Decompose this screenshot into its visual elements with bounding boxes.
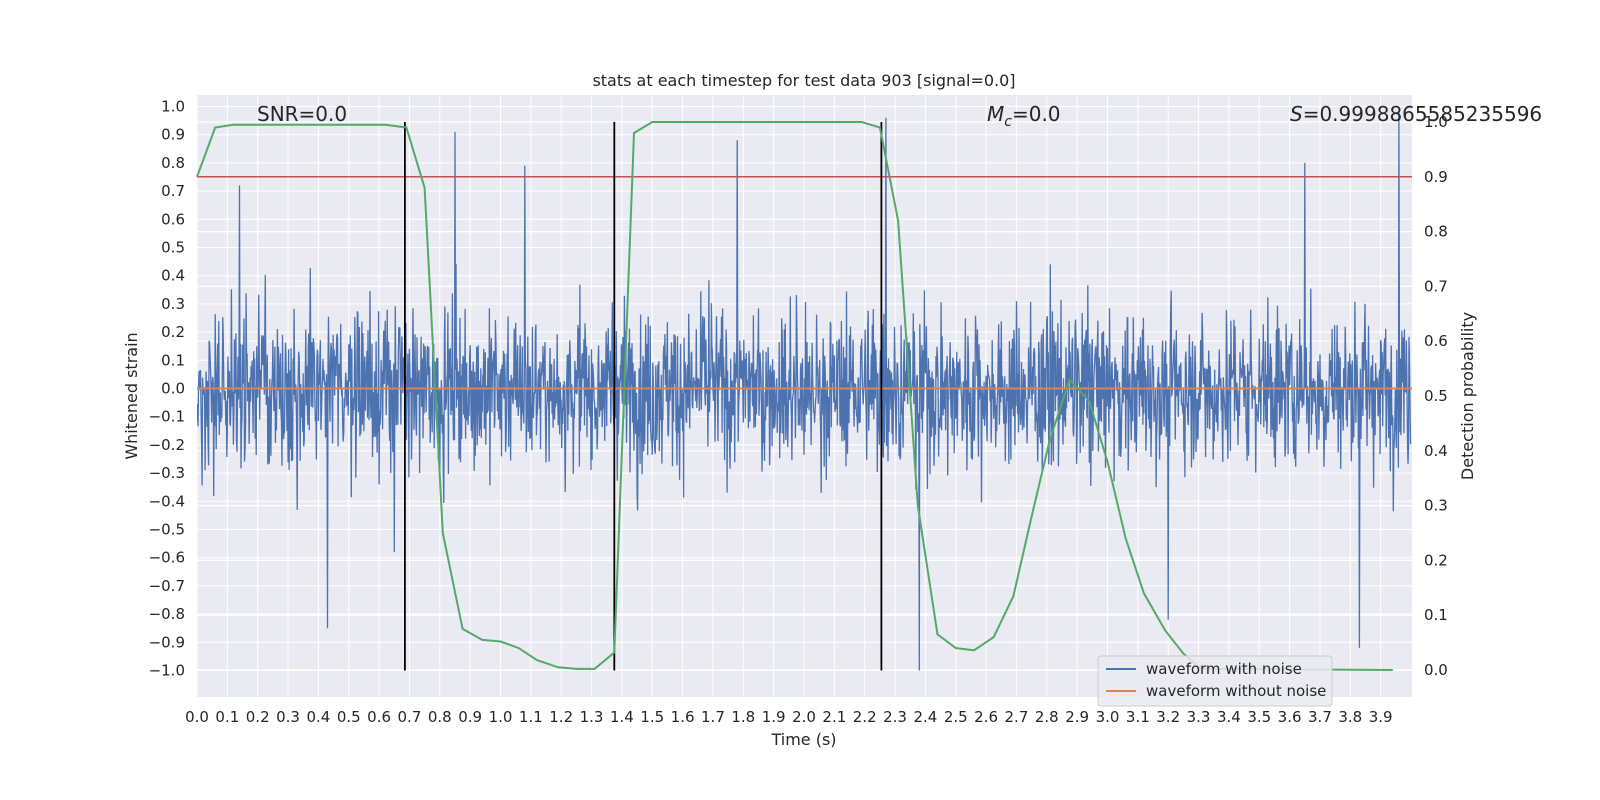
x-axis-label: Time (s) (770, 730, 836, 749)
x-tick-label: 0.5 (337, 708, 361, 726)
y2-tick-label: 0.0 (1424, 661, 1448, 679)
x-tick-label: 2.1 (822, 708, 846, 726)
x-tick-label: 1.0 (489, 708, 513, 726)
x-tick-label: 2.2 (853, 708, 877, 726)
x-tick-label: 3.5 (1247, 708, 1271, 726)
x-tick-label: 0.9 (458, 708, 482, 726)
y2-tick-label: 0.1 (1424, 606, 1448, 624)
x-tick-label: 3.8 (1338, 708, 1362, 726)
x-tick-label: 1.4 (610, 708, 634, 726)
mc-value: =0.0 (1012, 102, 1061, 126)
y-tick-label: 0.4 (161, 267, 185, 285)
x-tick-label: 0.4 (306, 708, 330, 726)
y-tick-label: 0.6 (161, 210, 185, 228)
x-ticks: 0.0 0.1 0.2 0.3 0.4 0.5 0.6 0.7 0.8 0.9 1.0 1.1 1.2 1… (185, 708, 1393, 726)
legend-box (1097, 655, 1333, 707)
mc-symbol: M (987, 102, 1004, 126)
y-tick-label: 0.9 (161, 126, 185, 144)
y2-tick-label: 0.5 (1424, 387, 1448, 405)
y-tick-label: −0.9 (149, 633, 185, 651)
y2-tick-label: 1.0 (1424, 113, 1448, 131)
x-tick-label: 2.9 (1065, 708, 1089, 726)
x-tick-label: 0.7 (398, 708, 422, 726)
mc-annotation: Mc=0.0 (987, 102, 1061, 130)
y-tick-label: −0.5 (149, 521, 185, 539)
x-tick-label: 0.0 (185, 708, 209, 726)
x-tick-label: 1.5 (640, 708, 664, 726)
x-tick-label: 3.2 (1156, 708, 1180, 726)
x-tick-label: 3.4 (1217, 708, 1241, 726)
chart-title: stats at each timestep for test data 903… (592, 71, 1015, 90)
x-tick-label: 0.2 (246, 708, 270, 726)
y-tick-label: 0.2 (161, 323, 185, 341)
y2-tick-label: 0.2 (1424, 551, 1448, 569)
y-tick-label: −0.3 (149, 464, 185, 482)
s-value: =0.9998865585235596 (1303, 102, 1542, 126)
y-tick-label: −0.8 (149, 605, 185, 623)
y-ticks: 1.0 0.9 0.8 0.7 0.6 0.5 0.4 0.3 0.2 0.1 0.0 −0.1 −0.… (149, 98, 185, 680)
x-tick-label: 3.0 (1096, 708, 1120, 726)
y2-ticks: 0.0 0.1 0.2 0.3 0.4 0.5 0.6 0.7 0.8 0.9 1.0 (1424, 113, 1448, 679)
y-tick-label: 0.7 (161, 182, 185, 200)
y2-tick-label: 0.8 (1424, 223, 1448, 241)
legend: waveform with noise waveform without noi… (1097, 655, 1333, 707)
x-tick-label: 0.1 (215, 708, 239, 726)
noise-waveform (197, 112, 1412, 671)
noise-waveform-trace (197, 112, 1412, 671)
y-tick-label: 0.5 (161, 239, 185, 257)
y-tick-label: 0.0 (161, 380, 185, 398)
x-tick-label: 2.8 (1035, 708, 1059, 726)
x-tick-label: 1.8 (731, 708, 755, 726)
x-tick-label: 1.1 (519, 708, 543, 726)
y2-tick-label: 0.6 (1424, 332, 1448, 350)
y-tick-label: 0.8 (161, 154, 185, 172)
mc-subscript: c (1004, 114, 1012, 130)
y2-tick-label: 0.4 (1424, 442, 1448, 460)
y2-tick-label: 0.7 (1424, 277, 1448, 295)
y-tick-label: −0.2 (149, 436, 185, 454)
x-tick-label: 3.6 (1278, 708, 1302, 726)
y2-tick-label: 0.9 (1424, 168, 1448, 186)
s-symbol: S (1290, 102, 1303, 126)
x-tick-label: 1.7 (701, 708, 725, 726)
x-tick-label: 3.1 (1126, 708, 1150, 726)
x-tick-label: 3.7 (1308, 708, 1332, 726)
y2-tick-label: 0.3 (1424, 497, 1448, 515)
y-tick-label: −1.0 (149, 662, 185, 680)
x-tick-label: 1.2 (549, 708, 573, 726)
x-tick-label: 3.9 (1369, 708, 1393, 726)
s-annotation: S=0.9998865585235596 (1290, 102, 1542, 126)
x-tick-label: 2.7 (1005, 708, 1029, 726)
x-tick-label: 1.3 (580, 708, 604, 726)
x-tick-label: 0.8 (428, 708, 452, 726)
y-tick-label: 0.1 (161, 351, 185, 369)
y-tick-label: −0.4 (149, 492, 185, 510)
x-tick-label: 2.0 (792, 708, 816, 726)
y-tick-label: −0.7 (149, 577, 185, 595)
x-tick-label: 1.9 (762, 708, 786, 726)
y-tick-label: 0.3 (161, 295, 185, 313)
y-tick-label: 1.0 (161, 98, 185, 116)
x-tick-label: 2.4 (913, 708, 937, 726)
x-tick-label: 2.3 (883, 708, 907, 726)
x-tick-label: 2.5 (944, 708, 968, 726)
x-tick-label: 1.6 (671, 708, 695, 726)
y2-axis-label: Detection probability (1458, 312, 1477, 480)
event-markers (403, 122, 883, 671)
x-tick-label: 3.3 (1187, 708, 1211, 726)
y-axis-label: Whitened strain (122, 332, 141, 459)
y-tick-label: −0.6 (149, 549, 185, 567)
x-tick-label: 0.3 (276, 708, 300, 726)
legend-label-noise: waveform with noise (1146, 660, 1302, 678)
detection-probability-line (196, 121, 1393, 671)
x-tick-label: 0.6 (367, 708, 391, 726)
x-tick-label: 2.6 (974, 708, 998, 726)
snr-annotation: SNR=0.0 (257, 102, 347, 126)
legend-label-clean: waveform without noise (1146, 682, 1326, 700)
y-tick-label: −0.1 (149, 408, 185, 426)
